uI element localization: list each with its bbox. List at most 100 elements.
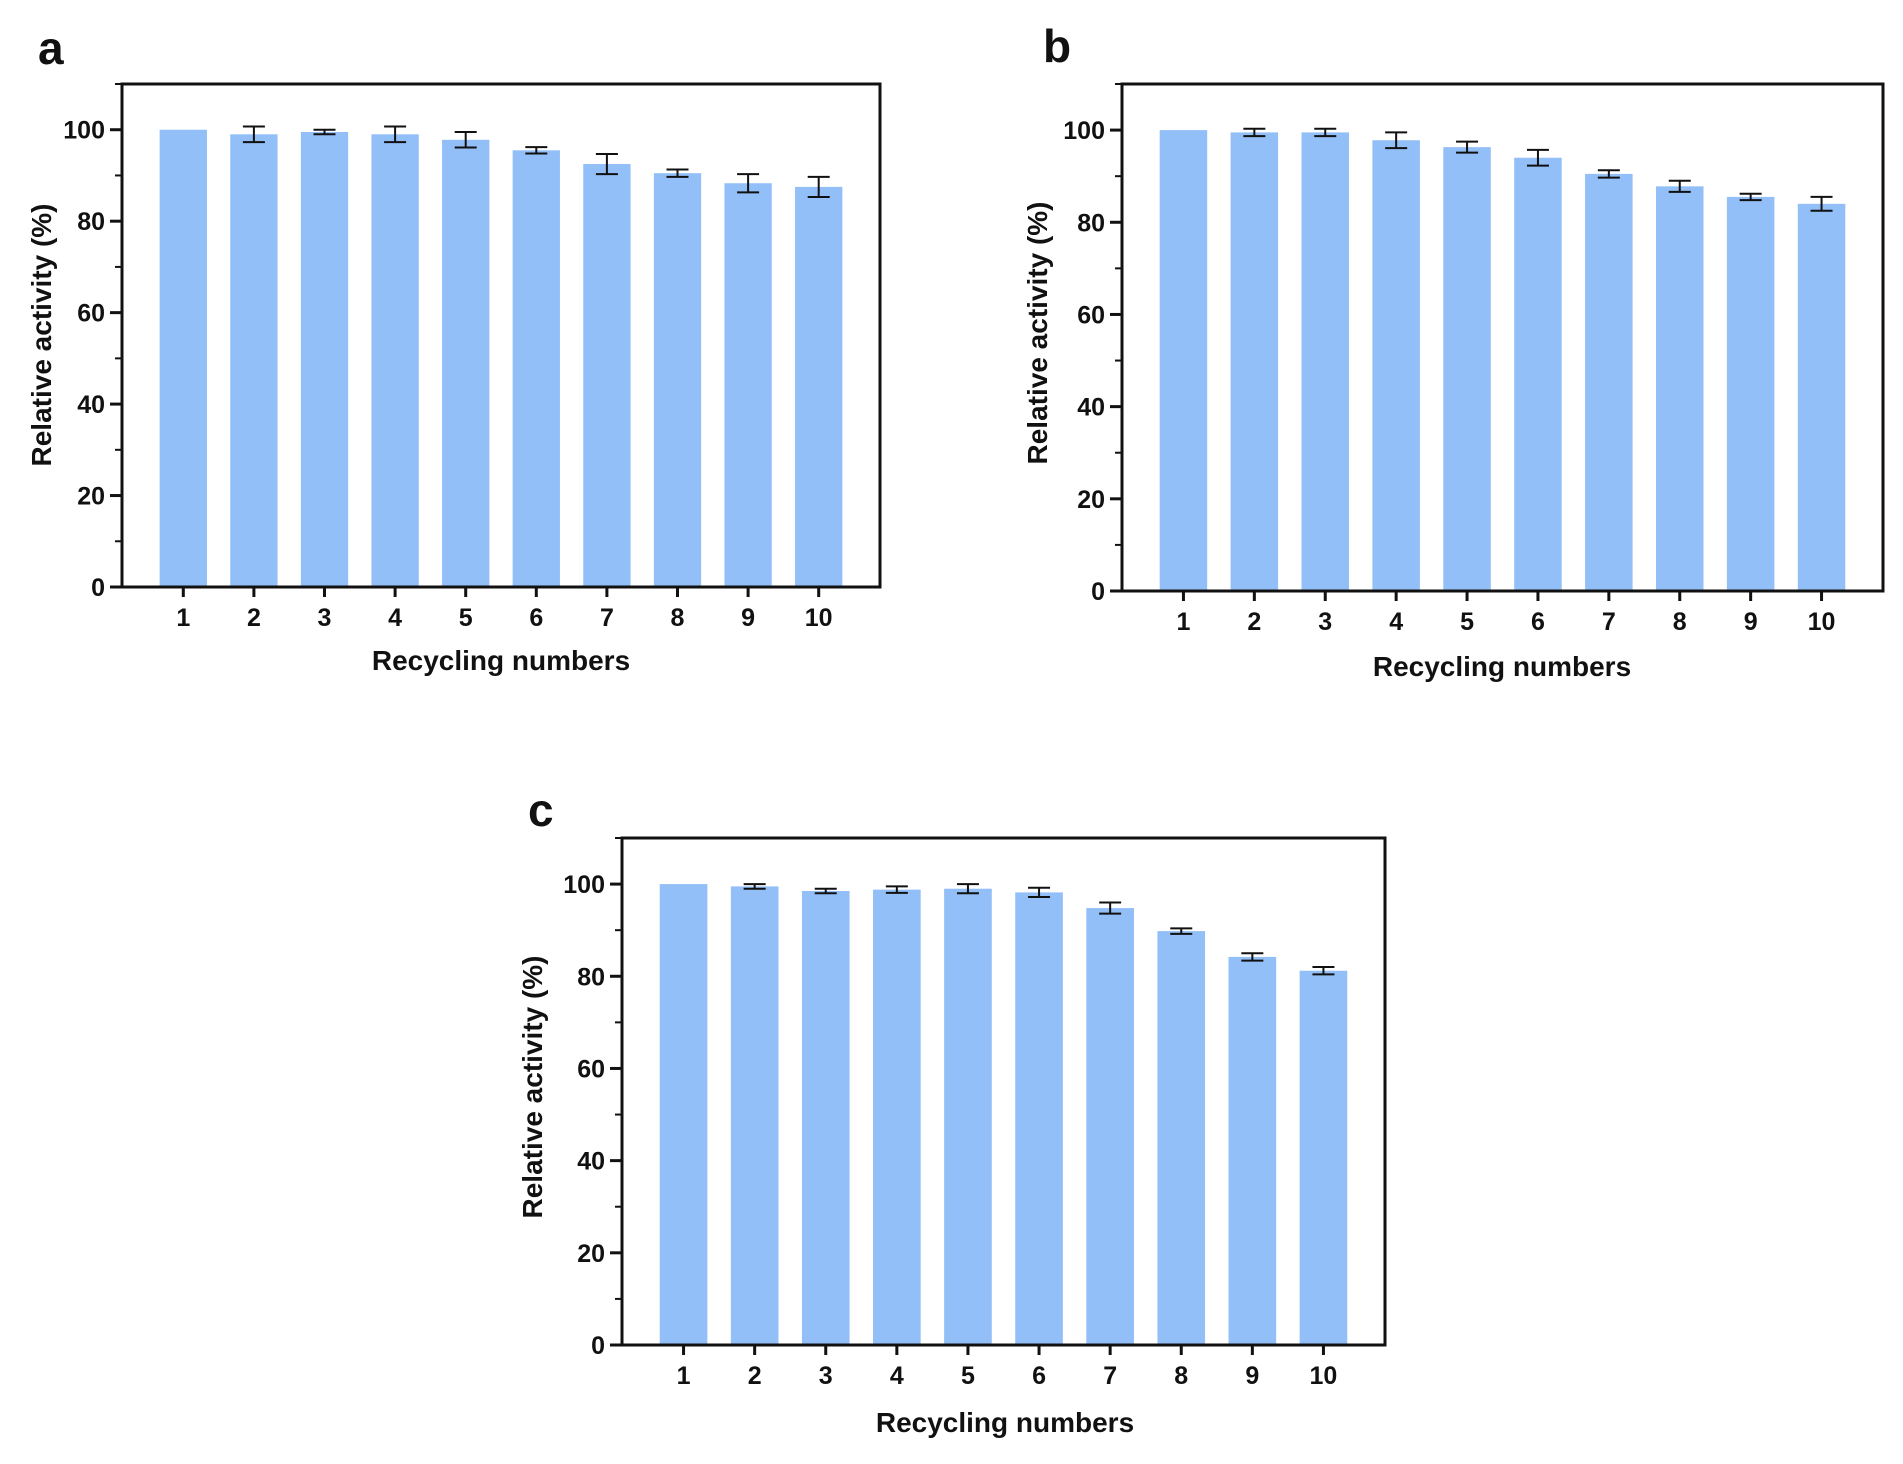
y-tick-label: 80 — [77, 208, 105, 236]
bar — [300, 132, 349, 587]
x-tick-label: 8 — [671, 604, 685, 632]
x-axis-ticks: 1 2 3 4 5 6 7 8 9 10 — [176, 587, 833, 632]
y-tick-label: 80 — [577, 963, 605, 991]
x-tick-label: 3 — [318, 604, 332, 632]
panel-label-c: c — [528, 784, 554, 836]
y-axis-title: Relative activity (%) — [517, 956, 548, 1219]
x-axis-ticks: 1 2 3 4 5 6 7 8 9 10 — [677, 1345, 1338, 1390]
bar — [1655, 186, 1704, 591]
x-tick-label: 5 — [961, 1362, 975, 1390]
y-axis-ticks: 0 20 40 60 80 100 — [63, 83, 122, 602]
x-tick-label: 2 — [1247, 608, 1261, 636]
bar — [1585, 173, 1633, 592]
bar — [1514, 157, 1562, 591]
y-tick-label: 100 — [63, 117, 105, 145]
x-axis-title: Recycling numbers — [1373, 651, 1631, 682]
x-tick-label: 6 — [1032, 1362, 1046, 1390]
y-tick-label: 40 — [77, 391, 105, 419]
bar — [1159, 130, 1208, 591]
x-tick-label: 2 — [748, 1362, 762, 1390]
x-tick-label: 8 — [1673, 608, 1687, 636]
plot-frame — [120, 82, 882, 589]
y-axis-title: Relative activity (%) — [1022, 202, 1053, 465]
bar — [1230, 132, 1279, 592]
bars — [1159, 130, 1846, 592]
x-tick-label: 1 — [1176, 608, 1190, 636]
bar — [230, 134, 278, 588]
x-tick-label: 7 — [600, 604, 614, 632]
x-tick-label: 6 — [1531, 608, 1545, 636]
bar — [1086, 908, 1134, 1345]
y-tick-label: 60 — [577, 1055, 605, 1083]
x-tick-label: 3 — [1318, 608, 1332, 636]
bar — [159, 129, 207, 587]
bar — [512, 150, 560, 587]
bars — [659, 884, 1348, 1345]
x-tick-label: 1 — [176, 604, 190, 632]
bar — [944, 888, 992, 1345]
bar — [1157, 931, 1206, 1345]
x-axis-ticks: 1 2 3 4 5 6 7 8 9 10 — [1176, 591, 1835, 636]
chart-panel-a: a 0 20 40 60 80 100 1 2 3 4 5 6 7 8 9 10 Recycling num… — [26, 22, 882, 676]
bar — [873, 889, 921, 1345]
bar — [1726, 196, 1775, 591]
y-axis-ticks: 0 20 40 60 80 100 — [563, 837, 622, 1360]
bar — [653, 173, 702, 587]
x-tick-label: 2 — [247, 604, 261, 632]
x-tick-label: 5 — [1460, 608, 1474, 636]
error-bars — [242, 125, 830, 198]
y-tick-label: 60 — [1077, 301, 1105, 329]
y-tick-label: 20 — [1077, 486, 1105, 514]
x-axis-title: Recycling numbers — [876, 1407, 1134, 1438]
error-bars — [1243, 127, 1833, 212]
x-tick-label: 8 — [1174, 1362, 1188, 1390]
bar — [730, 886, 779, 1345]
x-tick-label: 4 — [890, 1362, 904, 1390]
y-tick-label: 40 — [1077, 394, 1105, 422]
bar — [1015, 892, 1063, 1345]
x-tick-label: 10 — [1310, 1362, 1338, 1390]
plot-frame — [620, 836, 1387, 1347]
x-axis-title: Recycling numbers — [372, 645, 630, 676]
bar — [795, 186, 843, 588]
bar — [442, 139, 490, 587]
y-tick-label: 0 — [591, 1332, 605, 1360]
y-tick-label: 20 — [77, 483, 105, 511]
x-tick-label: 9 — [1744, 608, 1758, 636]
bar — [1797, 203, 1846, 591]
bar — [583, 164, 631, 588]
bar — [1372, 140, 1420, 592]
x-tick-label: 5 — [459, 604, 473, 632]
bar — [659, 884, 708, 1345]
x-tick-label: 9 — [741, 604, 755, 632]
chart-panel-b: b 0 20 40 60 80 100 1 2 3 4 5 6 7 8 9 10 Recycling num… — [1022, 20, 1885, 682]
panel-label-b: b — [1043, 20, 1071, 72]
x-tick-label: 9 — [1245, 1362, 1259, 1390]
x-tick-label: 1 — [677, 1362, 691, 1390]
x-tick-label: 10 — [805, 604, 833, 632]
bar — [1443, 147, 1491, 592]
x-tick-label: 7 — [1103, 1362, 1117, 1390]
error-bars — [743, 883, 1335, 976]
x-tick-label: 3 — [819, 1362, 833, 1390]
x-tick-label: 4 — [1389, 608, 1403, 636]
y-axis-title: Relative activity (%) — [26, 204, 57, 467]
bar — [1299, 970, 1348, 1345]
bar — [801, 891, 850, 1345]
x-tick-label: 6 — [529, 604, 543, 632]
y-tick-label: 100 — [1063, 117, 1105, 145]
panel-label-a: a — [38, 22, 64, 74]
bar — [371, 134, 419, 588]
y-tick-label: 0 — [91, 574, 105, 602]
y-tick-label: 0 — [1091, 578, 1105, 606]
bars — [159, 129, 843, 588]
bar — [724, 183, 772, 587]
y-tick-label: 20 — [577, 1240, 605, 1268]
x-tick-label: 10 — [1808, 608, 1836, 636]
x-tick-label: 4 — [388, 604, 402, 632]
y-tick-label: 40 — [577, 1148, 605, 1176]
y-tick-label: 100 — [563, 871, 605, 899]
y-tick-label: 80 — [1077, 209, 1105, 237]
bar — [1301, 132, 1350, 592]
